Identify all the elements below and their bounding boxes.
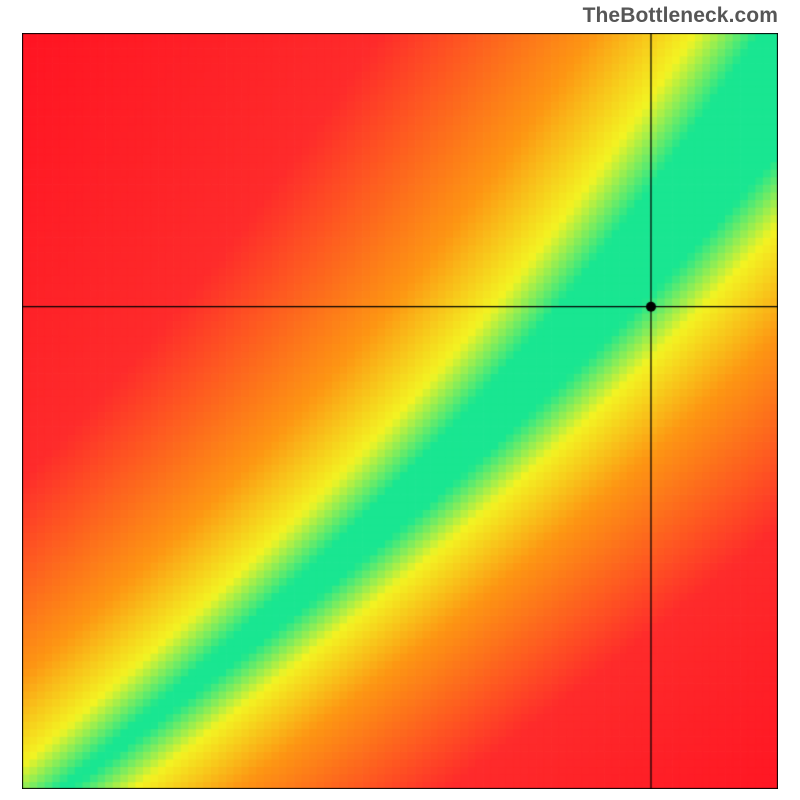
bottleneck-heatmap bbox=[22, 33, 778, 789]
attribution-text: TheBottleneck.com bbox=[583, 4, 778, 28]
